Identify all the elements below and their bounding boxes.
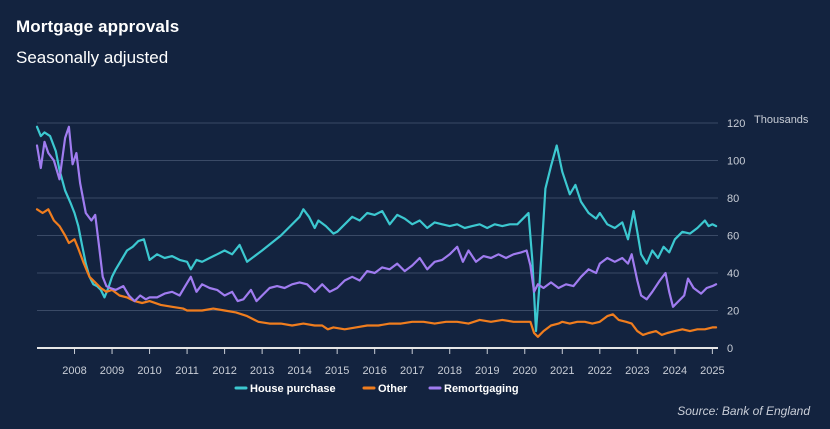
legend-label: Remortgaging [444,383,519,395]
grid-lines [37,122,718,311]
y-axis-ticks: 0 20 40 60 80 100 120 [727,118,745,355]
x-tick-label: 2010 [137,365,161,377]
x-tick-label: 2014 [287,365,311,377]
y-tick-label: 0 [727,343,733,355]
x-tick-label: 2008 [62,365,86,377]
x-tick-label: 2017 [400,365,424,377]
series-lines [35,125,718,338]
y-tick-label: 120 [727,118,745,130]
x-tick-label: 2024 [663,365,687,377]
x-tick-label: 2015 [325,365,349,377]
series-line-remortgaging [35,125,718,308]
series-line-other [35,208,718,338]
x-tick-label: 2020 [513,365,537,377]
x-axis-ticks: 2008 2009 2010 2011 2012 2013 2014 2015 2016 2017… [62,349,725,377]
source-note: Source: Bank of England [677,404,810,418]
y-tick-label: 100 [727,156,745,168]
y-tick-label: 20 [727,306,739,318]
x-tick-label: 2012 [212,365,236,377]
chart-subtitle: Seasonally adjusted [16,48,169,67]
y-axis-unit-label: Thousands [754,114,809,126]
y-tick-label: 40 [727,268,739,280]
series-line-house-purchase [35,125,718,333]
y-tick-label: 60 [727,231,739,243]
x-tick-label: 2013 [250,365,274,377]
x-tick-label: 2019 [475,365,499,377]
legend-label: Other [378,383,408,395]
legend-label: House purchase [250,383,336,395]
legend: House purchase Other Remortgaging [234,383,519,395]
x-tick-label: 2021 [550,365,574,377]
x-tick-label: 2023 [625,365,649,377]
chart-title: Mortgage approvals [16,17,180,36]
y-tick-label: 80 [727,193,739,205]
x-tick-label: 2025 [700,365,724,377]
x-tick-label: 2016 [362,365,386,377]
x-tick-label: 2018 [437,365,461,377]
x-tick-label: 2022 [588,365,612,377]
x-tick-label: 2011 [175,365,199,377]
x-tick-label: 2009 [100,365,124,377]
